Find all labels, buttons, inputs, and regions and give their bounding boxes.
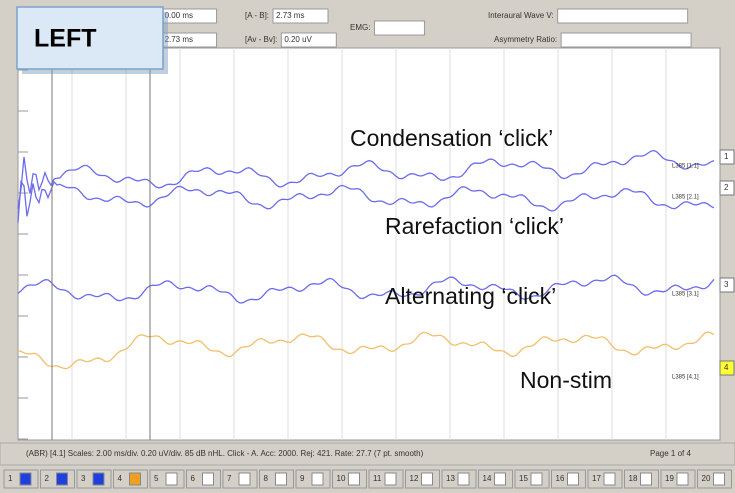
trace-tag: L385 [1.1] [672,164,699,170]
trace-label: Alternating ‘click’ [385,283,556,309]
title-box: LEFT [16,6,168,74]
trace-number-box [719,149,735,165]
trace-number: 4 [724,363,729,372]
tab-label: 1 [8,474,13,483]
status-text: (ABR) [4.1] Scales: 2.00 ms/div. 0.20 uV… [26,449,424,458]
page-indicator: Page 1 of 4 [650,449,691,458]
field-label: Asymmetry Ratio: [494,35,557,44]
tab-swatch[interactable] [713,472,725,486]
tab-label: 17 [592,474,601,483]
waveform [17,149,715,209]
tab-label: 15 [519,474,528,483]
tab-swatch[interactable] [129,472,141,486]
tab-label: 16 [556,474,565,483]
trace-label: Rarefaction ‘click’ [385,213,564,239]
tab-swatch[interactable] [238,472,251,486]
field-value: 0.20 uV [284,35,312,44]
trace-number: 2 [724,183,729,192]
status-bar [0,442,735,466]
tab-row: 1 2 3 4 5 6 7 8 9 10 11 12 13 14 15 16 17 18 19 20 [3,469,732,489]
trace-number: 3 [724,280,729,289]
tab-label: 7 [227,474,232,483]
field-box [560,32,692,48]
tab-swatch[interactable] [421,472,433,486]
tab-swatch[interactable] [603,472,616,486]
trace-tag: L385 [4.1] [672,375,699,381]
tab-swatch[interactable] [457,472,470,486]
field-label: [A - B]: [245,11,269,20]
grid [18,48,667,440]
tab-swatch[interactable] [494,472,506,486]
trace-labels: Condensation ‘click’ 1 L385 [1.1] Rarefacti… [350,125,735,393]
tab-swatch[interactable] [56,472,68,486]
plot-area [17,47,721,441]
field-value: 2.73 ms [276,11,304,20]
waveform [17,274,715,304]
tab-swatch[interactable] [275,472,287,486]
tab-swatch[interactable] [567,472,579,486]
trace-tag: L385 [2.1] [672,195,699,201]
tab-swatch[interactable] [311,472,324,486]
tab-label: 11 [373,474,382,483]
trace-tag: L385 [3.1] [672,292,699,298]
tab-swatch[interactable] [640,472,652,486]
title: LEFT [34,25,97,53]
tab-swatch[interactable] [165,472,178,486]
tab-label: 2 [45,474,50,483]
tab-swatch[interactable] [202,472,214,486]
tab-swatch[interactable] [676,472,689,486]
tab-label: 19 [665,474,674,483]
tab-swatch[interactable] [348,472,360,486]
trace-number-box [719,277,735,293]
tab-label: 20 [702,474,711,483]
waveform [17,180,715,223]
tab-swatch[interactable] [384,472,397,486]
tab-label: 9 [300,474,305,483]
tab-swatch[interactable] [19,472,32,486]
tab-label: 4 [118,474,123,483]
waves [17,149,715,370]
tab-label: 8 [264,474,269,483]
header: A:0.00 msB:2.73 ms[A - B]:2.73 ms[Av - B… [150,8,692,48]
field-label: Interaural Wave V: [488,11,554,20]
trace-number: 1 [724,152,729,161]
field-box [557,8,689,24]
tab-label: 5 [154,474,159,483]
field-box [373,20,425,36]
tab-label: 6 [191,474,196,483]
tab-label: 10 [337,474,346,483]
tab-label: 3 [81,474,86,483]
trace-number-box [719,360,735,376]
tab-swatch[interactable] [92,472,105,486]
field-label: [Av - Bv]: [245,35,277,44]
trace-label: Condensation ‘click’ [350,125,553,151]
tab-label: 12 [410,474,419,483]
trace-number-box [719,180,735,196]
tab-label: 13 [446,474,455,483]
field-box [272,8,329,24]
title-panel [16,6,164,70]
field-value: 2.73 ms [165,35,193,44]
trace-label: Non-stim [520,367,612,393]
tab-label: 18 [629,474,638,483]
field-box [280,32,337,48]
tab-label: 14 [483,474,492,483]
tab-swatch[interactable] [530,472,543,486]
waveform [17,331,715,370]
field-value: 0.00 ms [165,11,193,20]
field-label: EMG: [350,23,370,32]
